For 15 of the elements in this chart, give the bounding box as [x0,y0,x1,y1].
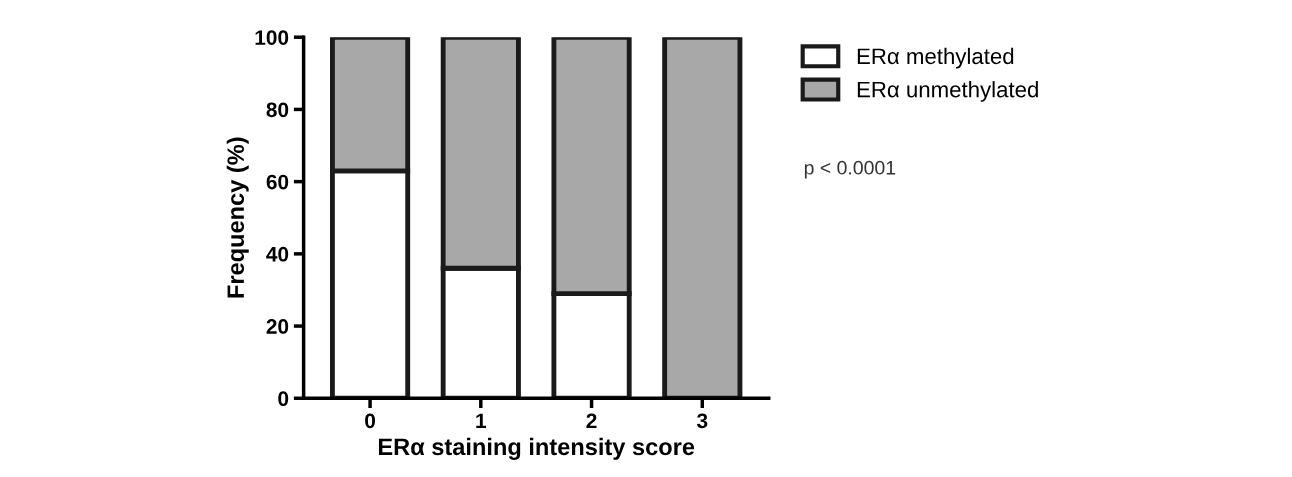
legend-label: ERα unmethylated [857,81,1038,102]
x-tick-label: 3 [696,413,708,429]
legend-label: ERα methylated [857,47,1014,69]
x-axis-title: ERα staining intensity score [378,437,695,460]
y-axis-title: Frequency (%) [226,137,249,298]
y-tick-label: 100 [255,30,289,45]
x-tick-label: 0 [365,413,376,429]
y-tick-label: 0 [278,391,289,407]
y-tick-label: 40 [266,246,289,262]
x-tick-label: 1 [476,413,487,428]
y-tick-label: 80 [266,102,289,118]
text: p < 0.0001 [804,160,896,179]
y-tick-label: 20 [266,319,289,334]
x-tick-label: 2 [586,413,597,428]
y-tick-label: 60 [266,174,289,190]
